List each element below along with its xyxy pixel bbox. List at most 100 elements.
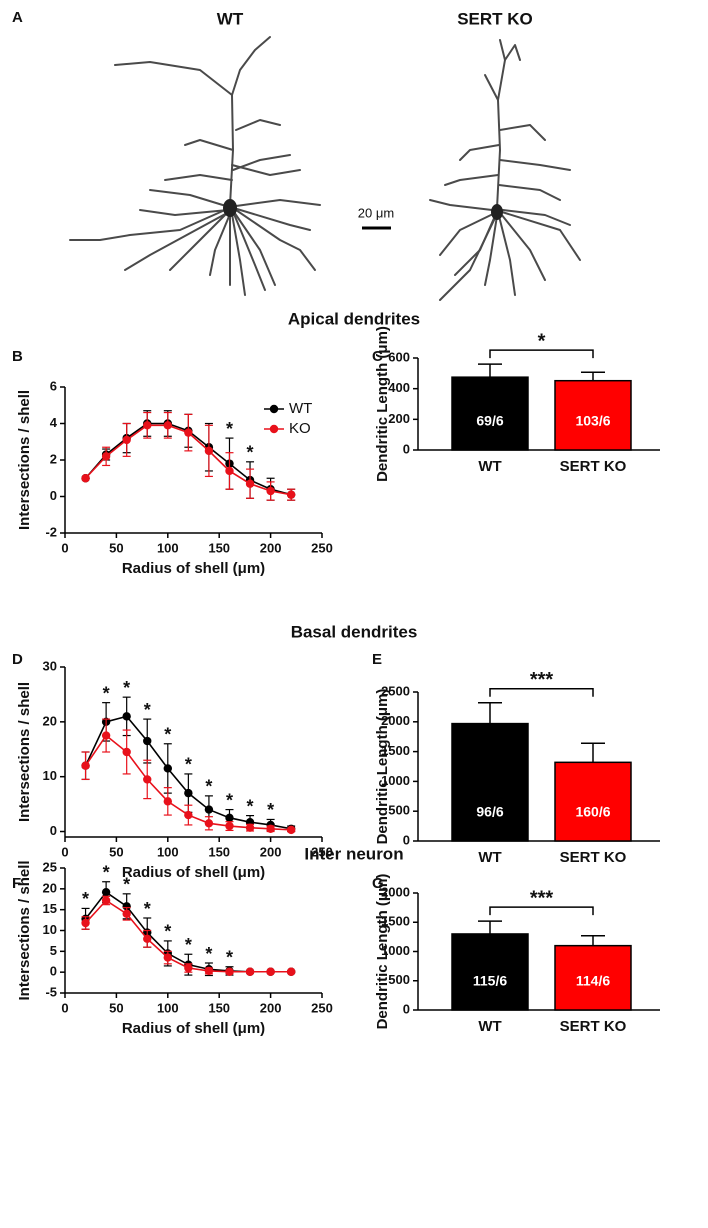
y-axis-label: Intersections / shell — [16, 860, 33, 1000]
y-tick-label: 2000 — [381, 884, 410, 899]
x-tick-label: 0 — [61, 1000, 68, 1015]
panel-label: E — [372, 651, 382, 668]
x-tick-label: 50 — [109, 844, 123, 859]
panel-label: C — [372, 348, 383, 365]
data-point — [225, 967, 234, 976]
data-point — [143, 934, 152, 944]
data-point — [81, 918, 90, 928]
data-point — [245, 823, 255, 832]
y-tick-label: 15 — [43, 901, 57, 916]
significance-star: * — [144, 899, 151, 919]
x-tick-label: 100 — [157, 1000, 179, 1015]
significance-bracket — [489, 349, 594, 359]
bar — [451, 722, 529, 842]
error-bar — [581, 934, 605, 946]
y-axis-label: Dendritic Length (μm) — [374, 689, 391, 845]
x-tick-label: 250 — [311, 1000, 333, 1015]
significance-star: *** — [530, 887, 554, 909]
y-tick-label: 0 — [50, 964, 57, 979]
y-tick-label: 600 — [388, 349, 410, 364]
data-point — [122, 909, 131, 919]
x-tick-label: SERT KO — [560, 1018, 627, 1035]
y-axis-label: Intersections / shell — [16, 390, 33, 530]
panel-label: D — [12, 651, 23, 668]
y-tick-label: 200 — [388, 411, 410, 426]
data-point — [163, 764, 172, 773]
y-tick-label: 1500 — [381, 743, 410, 758]
data-point — [204, 805, 214, 814]
data-point — [122, 712, 131, 721]
error-bar — [581, 742, 605, 763]
x-axis-label: Radius of shell (μm) — [122, 560, 265, 577]
section-title: Apical dendrites — [288, 309, 420, 328]
data-point — [81, 474, 90, 483]
x-tick-label: WT — [478, 849, 501, 866]
y-tick-label: 20 — [43, 713, 57, 728]
significance-star: * — [226, 419, 233, 439]
data-point — [225, 821, 234, 831]
legend-marker — [269, 424, 279, 434]
panel-label: F — [12, 875, 21, 892]
y-tick-label: 1000 — [381, 773, 410, 788]
bar-label: 115/6 — [473, 973, 507, 989]
panel-label: G — [372, 875, 384, 892]
scale-bar-label: 20 μm — [358, 205, 394, 220]
bar — [451, 376, 529, 451]
legend-label: WT — [289, 400, 312, 417]
significance-star: * — [267, 800, 274, 820]
y-tick-label: -5 — [45, 984, 57, 999]
legend-marker — [269, 404, 279, 414]
significance-star: * — [185, 935, 192, 955]
data-point — [163, 953, 172, 962]
data-point — [101, 452, 111, 461]
x-tick-label: 200 — [260, 1000, 282, 1015]
data-point — [245, 479, 255, 488]
y-tick-label: 0 — [50, 488, 57, 503]
data-point — [184, 788, 193, 798]
significance-star: * — [247, 443, 254, 463]
data-point — [286, 490, 296, 499]
significance-bracket — [489, 687, 594, 697]
x-tick-label: 0 — [61, 844, 68, 859]
data-point — [184, 810, 193, 820]
y-tick-label: 10 — [43, 922, 57, 937]
bar-label: 96/6 — [476, 804, 503, 820]
panel-label: B — [12, 348, 23, 365]
y-tick-label: -2 — [45, 524, 57, 539]
y-tick-label: 2 — [50, 451, 57, 466]
y-tick-label: 6 — [50, 378, 57, 393]
significance-star: * — [103, 683, 110, 703]
y-tick-label: 4 — [50, 415, 58, 430]
data-point — [266, 824, 275, 833]
x-tick-label: 200 — [260, 844, 282, 859]
data-point — [143, 421, 152, 430]
neuron-title: WT — [217, 9, 244, 28]
significance-star: * — [185, 755, 192, 775]
y-tick-label: 500 — [388, 803, 410, 818]
significance-star: * — [247, 796, 254, 816]
error-bar — [478, 701, 502, 724]
neuron-title: SERT KO — [457, 9, 533, 28]
y-axis-label: Intersections / shell — [16, 682, 33, 822]
data-point — [225, 466, 234, 476]
y-tick-label: 0 — [403, 832, 410, 847]
x-tick-label: WT — [478, 458, 501, 475]
data-point — [266, 967, 275, 976]
significance-star: *** — [530, 669, 554, 691]
x-tick-label: 250 — [311, 540, 333, 555]
y-tick-label: 10 — [43, 768, 57, 783]
data-point — [81, 761, 90, 770]
data-point — [204, 819, 214, 828]
significance-star: * — [205, 944, 212, 964]
error-bar — [478, 363, 502, 378]
bar-label: 103/6 — [575, 413, 610, 429]
data-point — [184, 963, 193, 973]
significance-star: * — [164, 922, 171, 942]
x-tick-label: 150 — [208, 540, 230, 555]
bar-label: 69/6 — [476, 413, 503, 429]
significance-star: * — [164, 725, 171, 745]
error-bar — [478, 920, 502, 934]
data-point — [163, 421, 172, 430]
bar — [554, 944, 632, 1011]
